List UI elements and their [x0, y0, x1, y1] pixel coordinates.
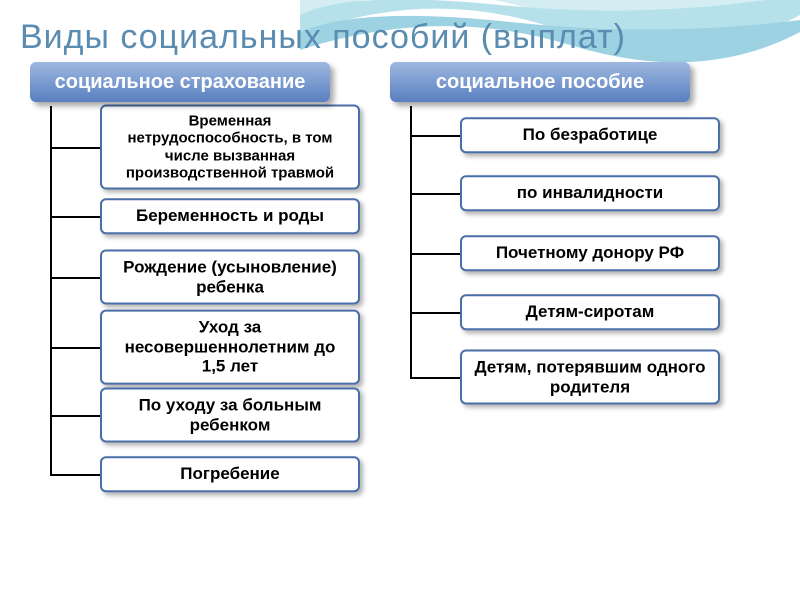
item-box: Почетному донору РФ: [460, 235, 720, 271]
connector: [410, 253, 460, 255]
tree-item: Погребение: [30, 446, 330, 502]
tree-item: Уход за несовершеннолетним до 1,5 лет: [30, 310, 330, 384]
item-box: Детям, потерявшим одного родителя: [460, 349, 720, 404]
item-box: Беременность и роды: [100, 198, 360, 234]
tree-item: Детям-сиротам: [390, 284, 690, 340]
item-box: По уходу за больным ребенком: [100, 387, 360, 442]
item-box: Погребение: [100, 456, 360, 492]
column-1: социальное пособиеПо безработицепо инвал…: [390, 62, 690, 502]
connector: [50, 147, 100, 149]
column-0: социальное страхованиеВременная нетрудос…: [30, 62, 330, 502]
tree-item: Рождение (усыновление) ребенка: [30, 244, 330, 310]
item-box: Временная нетрудоспособность, в том числ…: [100, 105, 360, 190]
connector: [50, 277, 100, 279]
connector: [410, 135, 460, 137]
columns-container: социальное страхованиеВременная нетрудос…: [30, 62, 690, 502]
item-box: По безработице: [460, 117, 720, 153]
tree-item: По безработице: [390, 106, 690, 164]
item-box: Рождение (усыновление) ребенка: [100, 249, 360, 304]
connector: [50, 415, 100, 417]
tree: Временная нетрудоспособность, в том числ…: [30, 106, 330, 502]
column-header: социальное пособие: [390, 62, 690, 102]
connector: [50, 347, 100, 349]
connector: [50, 474, 100, 476]
column-header: социальное страхование: [30, 62, 330, 102]
tree-item: Временная нетрудоспособность, в том числ…: [30, 106, 330, 188]
tree-item: Почетному донору РФ: [390, 222, 690, 284]
item-box: Детям-сиротам: [460, 294, 720, 330]
page-title: Виды социальных пособий (выплат): [20, 18, 626, 57]
connector: [50, 216, 100, 218]
tree: По безработицепо инвалидностиПочетному д…: [390, 106, 690, 414]
tree-item: Детям, потерявшим одного родителя: [390, 340, 690, 414]
item-box: Уход за несовершеннолетним до 1,5 лет: [100, 310, 360, 385]
tree-item: По уходу за больным ребенком: [30, 384, 330, 446]
connector: [410, 193, 460, 195]
connector: [410, 312, 460, 314]
tree-item: по инвалидности: [390, 164, 690, 222]
connector: [410, 377, 460, 379]
tree-item: Беременность и роды: [30, 188, 330, 244]
item-box: по инвалидности: [460, 175, 720, 211]
